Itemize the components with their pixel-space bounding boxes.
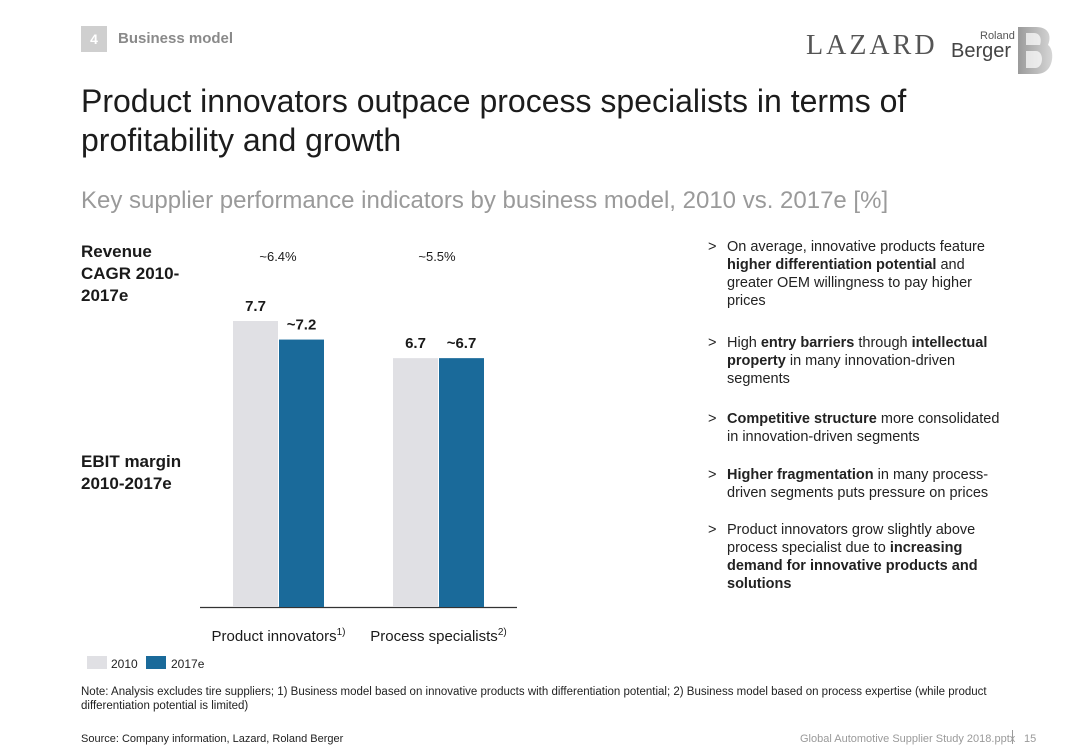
category-label-product-innovators: Product innovators1)	[212, 627, 346, 645]
bullet-item: > High entry barriers through intellectu…	[708, 334, 1008, 394]
legend-swatch-2010	[87, 656, 107, 669]
value-label-2017e-process-specialists: ~6.7	[447, 335, 477, 352]
lazard-logo: LAZARD	[806, 30, 938, 61]
page-title: Product innovators outpace process speci…	[81, 83, 907, 158]
bullet-item: > Competitive structure more consolidate…	[708, 410, 1008, 450]
bullet-text: Higher fragmentation in many process-dri…	[727, 467, 989, 501]
bullet-marker: >	[708, 522, 717, 538]
bar-2010-product-innovators	[233, 321, 278, 607]
footnote: Note: Analysis excludes tire suppliers; …	[81, 686, 987, 712]
page-number: 15	[1024, 733, 1037, 745]
roland-berger-b-logo-icon	[1018, 27, 1053, 74]
bullet-item: > Product innovators grow slightly above…	[708, 521, 1008, 601]
legend-label-2017e: 2017e	[171, 657, 205, 671]
ebit-margin-label: EBIT margin 2010-2017e	[81, 452, 182, 493]
roland-berger-logo-roland: Roland	[980, 30, 1015, 42]
bullet-marker: >	[708, 411, 717, 427]
bar-2010-process-specialists	[393, 358, 438, 607]
bar-2017e-product-innovators	[279, 339, 324, 607]
value-label-2010-process-specialists: 6.7	[405, 335, 426, 352]
bullet-item: > Higher fragmentation in many process-d…	[708, 466, 1008, 506]
section-number: 4	[81, 26, 107, 52]
bullet-marker: >	[708, 239, 717, 255]
bullet-text: Product innovators grow slightly above p…	[727, 522, 978, 592]
bar-2017e-process-specialists	[439, 358, 484, 607]
legend-swatch-2017e	[146, 656, 166, 669]
revenue-cagr-value-product-innovators: ~6.4%	[259, 249, 297, 264]
bullet-text: High entry barriers through intellectual…	[727, 335, 988, 387]
legend-label-2010: 2010	[111, 657, 138, 671]
bullet-marker: >	[708, 467, 717, 483]
bullet-text: Competitive structure more consolidated …	[727, 411, 1000, 445]
category-label-process-specialists: Process specialists2)	[370, 627, 506, 645]
footer-separator	[1012, 730, 1013, 744]
section-label: Business model	[118, 30, 234, 47]
value-label-2017e-product-innovators: ~7.2	[287, 317, 317, 334]
revenue-cagr-label: Revenue CAGR 2010-2017e	[81, 242, 180, 305]
bullet-item: > On average, innovative products featur…	[708, 238, 1008, 318]
value-label-2010-product-innovators: 7.7	[245, 298, 266, 315]
roland-berger-logo-berger: Berger	[951, 40, 1012, 62]
page-subtitle: Key supplier performance indicators by b…	[81, 187, 889, 214]
revenue-cagr-value-process-specialists: ~5.5%	[418, 249, 456, 264]
bullet-marker: >	[708, 335, 717, 351]
bullet-text: On average, innovative products feature …	[727, 239, 985, 309]
footer-filename: Global Automotive Supplier Study 2018.pp…	[800, 733, 1016, 745]
source-note: Source: Company information, Lazard, Rol…	[81, 733, 344, 745]
